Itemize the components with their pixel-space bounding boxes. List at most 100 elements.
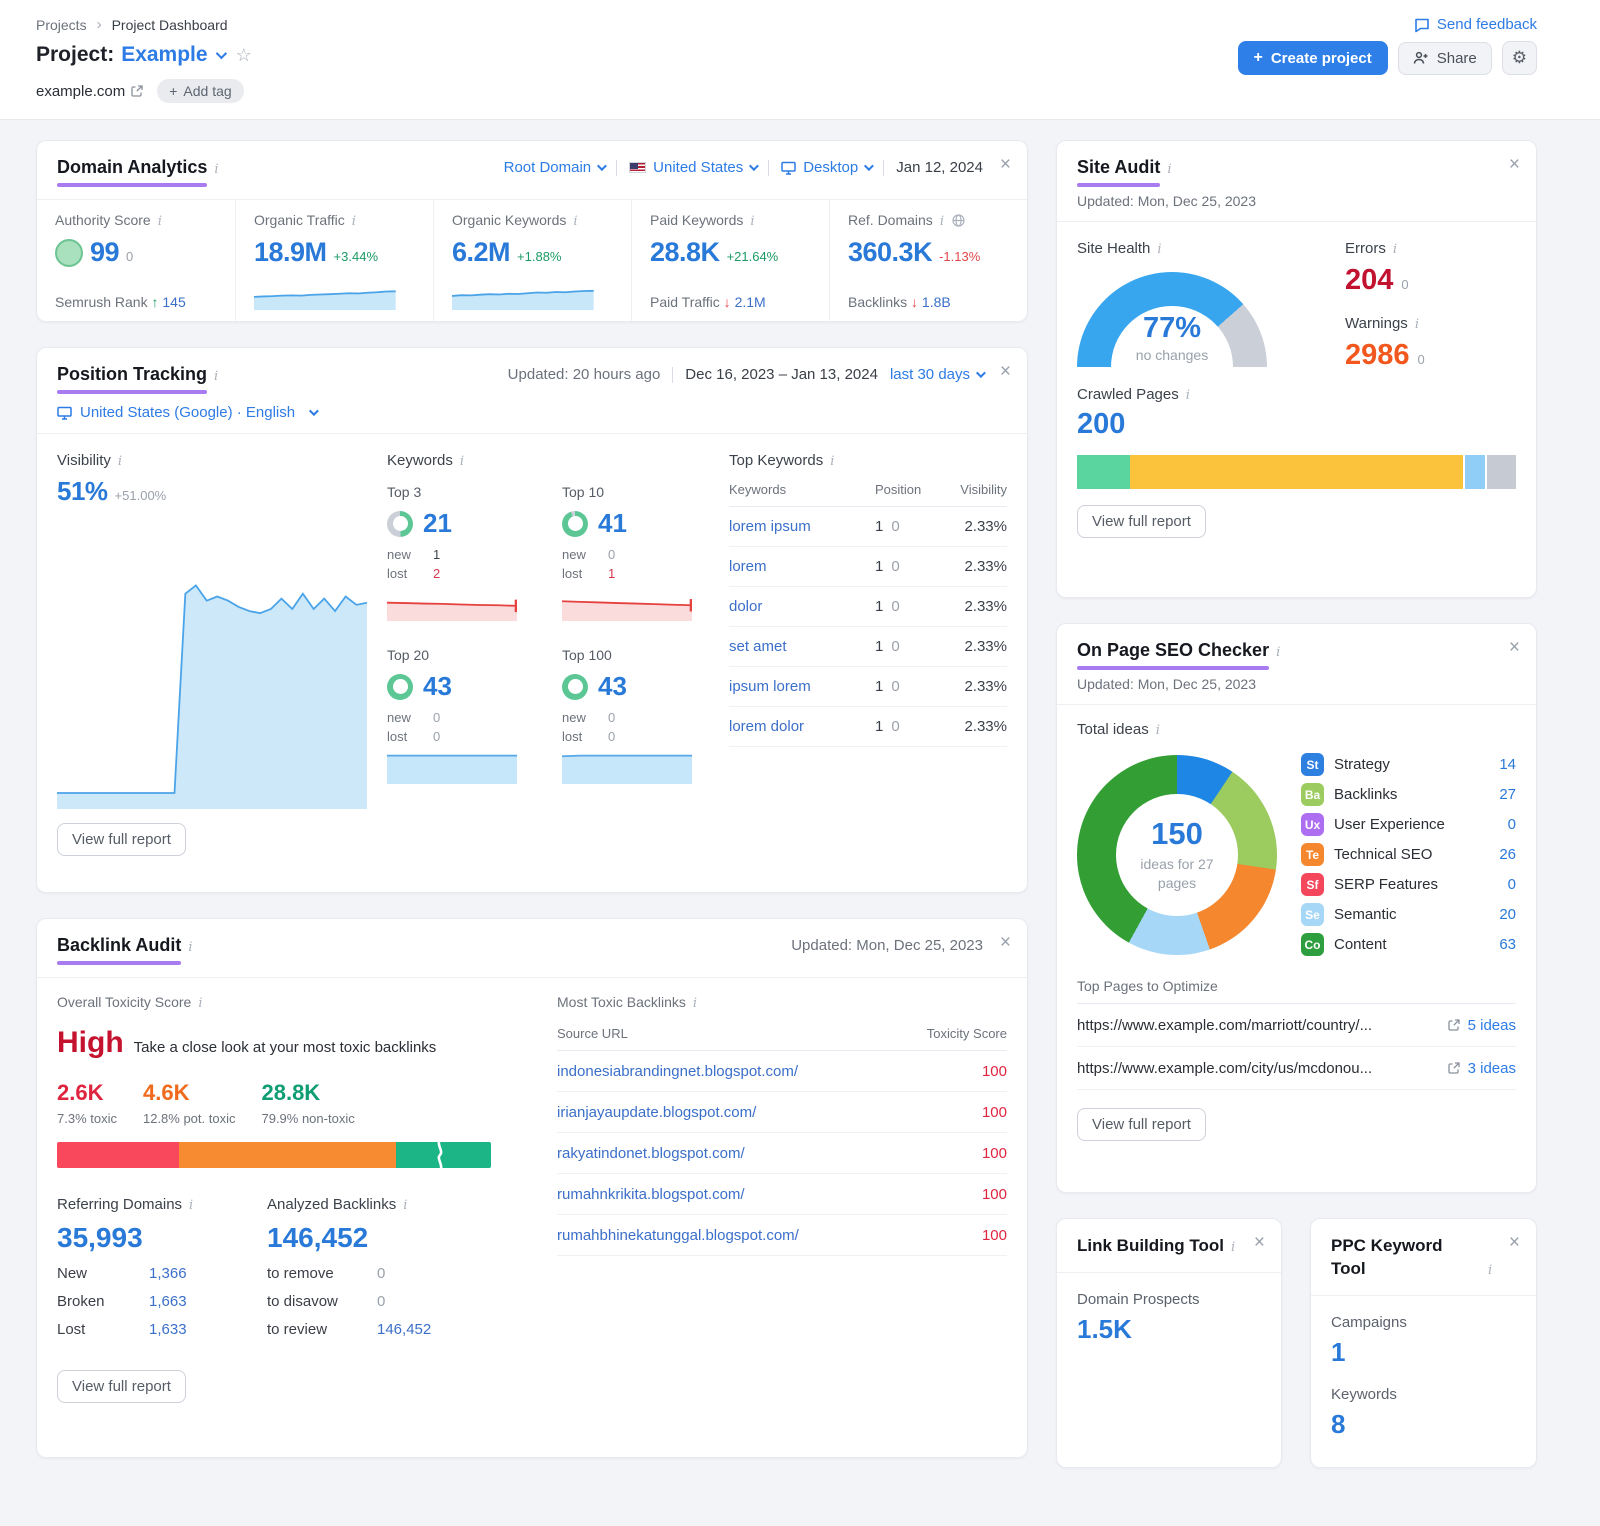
keyword-link[interactable]: ipsum lorem [729,678,811,695]
close-icon[interactable] [1000,933,1011,952]
create-project-button[interactable]: Create project [1237,41,1388,75]
send-feedback-link[interactable]: Send feedback [1414,16,1537,33]
page-url[interactable]: https://www.example.com/marriott/country… [1077,1016,1373,1034]
position-tracking-widget: Position Tracking Updated: 20 hours ago … [36,347,1028,893]
keyword-link[interactable]: lorem dolor [729,718,805,735]
metric-value: 1 [1331,1336,1346,1367]
source-url-link[interactable]: indonesiabrandingnet.blogspot.com/ [557,1062,799,1080]
info-icon[interactable] [1231,1240,1235,1255]
visibility-block: Visibility 51% +51.00% [57,452,387,809]
source-url-link[interactable]: rumahnkrikita.blogspot.com/ [557,1185,745,1203]
updated-label: Updated: Mon, Dec 25, 2023 [1077,676,1257,692]
close-icon[interactable] [1509,155,1520,174]
country-dropdown[interactable]: United States [629,159,760,176]
view-full-report-button[interactable]: View full report [57,1370,186,1403]
legend-row: Se Semantic 20 [1301,903,1516,926]
toxicity-score-value: 100 [981,1226,1007,1244]
source-url-link[interactable]: rumahbhinekatunggal.blogspot.com/ [557,1226,799,1244]
category-count[interactable]: 14 [1499,756,1516,773]
info-icon[interactable] [403,1198,407,1213]
organic-traffic-sparkline [254,284,396,310]
info-icon[interactable] [1156,723,1160,738]
info-icon[interactable] [214,369,218,384]
view-full-report-button[interactable]: View full report [57,823,186,856]
info-icon[interactable] [460,454,464,469]
info-icon[interactable] [1415,317,1419,332]
ideas-link[interactable]: 5 ideas [1467,1016,1516,1034]
view-full-report-button[interactable]: View full report [1077,1108,1206,1141]
share-button[interactable]: Share [1397,41,1492,75]
info-icon[interactable] [750,214,754,229]
globe-icon[interactable] [952,214,965,227]
category-label: Semantic [1334,906,1397,923]
keyword-link[interactable]: lorem ipsum [729,518,811,535]
info-icon[interactable] [940,214,944,229]
info-icon[interactable] [1488,1263,1492,1278]
external-link-icon[interactable] [1447,1062,1460,1074]
close-icon[interactable] [1254,1233,1265,1252]
keyword-link[interactable]: set amet [729,638,787,655]
info-icon[interactable] [188,940,192,955]
keyword-link[interactable]: lorem [729,558,767,575]
info-icon[interactable] [1167,162,1171,177]
breadcrumb-projects[interactable]: Projects [36,16,87,33]
project-name-dropdown[interactable]: Example [121,43,227,67]
keywords-grid: Top 3 21 new 1 lost 2 [387,484,717,784]
toxicity-stats: 2.6K 7.3% toxic 4.6K 12.8% pot. toxic 28… [57,1080,557,1126]
category-count[interactable]: 26 [1499,846,1516,863]
source-url-link[interactable]: rakyatindonet.blogspot.com/ [557,1144,745,1162]
info-icon[interactable] [1393,242,1397,257]
device-dropdown[interactable]: Desktop [781,159,875,176]
info-icon[interactable] [158,214,162,229]
category-count[interactable]: 0 [1507,876,1516,893]
close-icon[interactable] [1000,155,1011,174]
plus-icon [1254,49,1263,67]
stat-row: New 1,366 [57,1265,187,1282]
info-icon[interactable] [214,162,218,177]
add-tag-button[interactable]: Add tag [157,79,244,103]
close-icon[interactable] [1509,1233,1520,1252]
breadcrumb-current: Project Dashboard [111,16,228,33]
ideas-link[interactable]: 3 ideas [1467,1059,1516,1077]
metric-label: Domain Prospects [1077,1290,1200,1308]
info-icon[interactable] [198,996,202,1011]
info-icon[interactable] [352,214,356,229]
close-icon[interactable] [1509,638,1520,657]
info-icon[interactable] [118,454,122,469]
updated-label: Updated: Mon, Dec 25, 2023 [1077,193,1257,209]
toxicity-block: Overall Toxicity Score High Take a close… [57,994,557,1350]
category-count[interactable]: 0 [1507,816,1516,833]
favorite-star-icon[interactable] [236,45,252,66]
info-icon[interactable] [189,1198,193,1213]
category-count[interactable]: 63 [1499,936,1516,953]
locale-dropdown[interactable]: United States (Google) · English [57,404,1007,421]
keyword-link[interactable]: dolor [729,598,763,615]
info-icon[interactable] [1276,645,1280,660]
external-link-icon[interactable] [1447,1019,1460,1031]
category-count[interactable]: 27 [1499,786,1516,803]
crawled-pages-value: 200 [1077,408,1126,440]
stat-row: to disavow 0 [267,1293,386,1310]
metric-value: 6.2M [452,237,511,267]
close-icon[interactable] [1000,362,1011,381]
root-domain-dropdown[interactable]: Root Domain [504,159,608,176]
bucket-value: 43 [598,671,627,701]
category-badge-icon: Sf [1301,873,1324,896]
settings-button[interactable] [1501,41,1537,75]
toxicity-bar-chart [57,1142,491,1168]
source-url-link[interactable]: irianjayaupdate.blogspot.com/ [557,1103,757,1121]
category-count[interactable]: 20 [1499,906,1516,923]
date-range[interactable]: Dec 16, 2023 – Jan 13, 2024 [685,366,878,383]
range-dropdown[interactable]: last 30 days [890,366,986,383]
info-icon[interactable] [693,996,697,1011]
analyzed-backlinks-block: Analyzed Backlinks 146,452 to remove 0 [267,1196,557,1338]
date-selector[interactable]: Jan 12, 2024 [896,159,983,176]
project-domain-link[interactable]: example.com [36,83,143,100]
info-icon[interactable] [830,454,834,469]
info-icon[interactable] [573,214,577,229]
info-icon[interactable] [1186,388,1190,403]
view-full-report-button[interactable]: View full report [1077,505,1206,538]
info-icon[interactable] [1157,242,1161,257]
page-url[interactable]: https://www.example.com/city/us/mcdonou.… [1077,1059,1373,1077]
